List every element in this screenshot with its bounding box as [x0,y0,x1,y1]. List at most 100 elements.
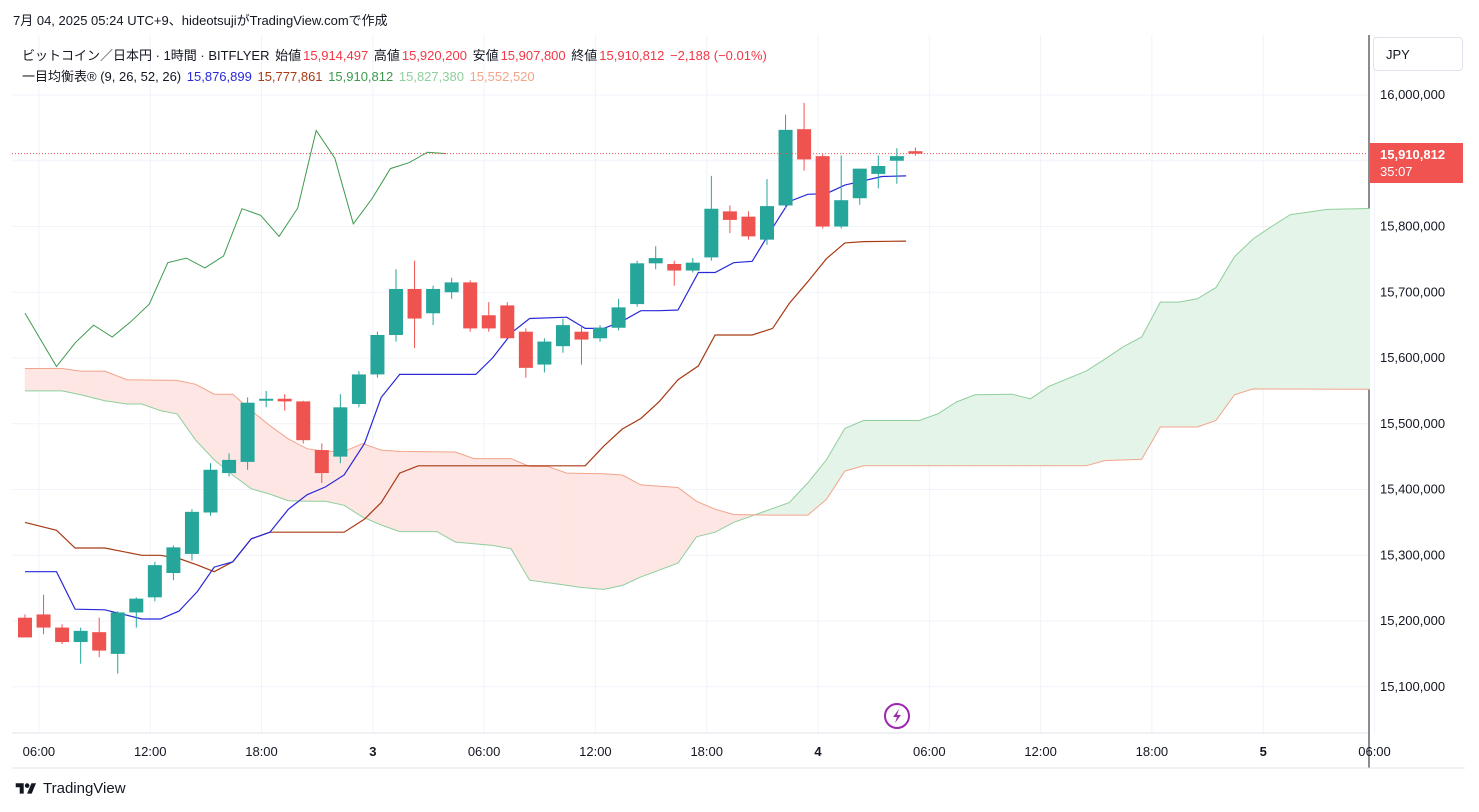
candle [18,614,32,638]
last-price-value: 15,910,812 [1380,147,1446,162]
y-tick-label: 15,800,000 [1380,219,1445,234]
tradingview-brand[interactable]: TradingView [13,780,126,797]
candle-body [908,151,923,154]
cloud-segment [918,413,939,467]
candles [18,102,923,674]
high-label: 高値 [373,48,400,63]
cloud-segment [1215,255,1235,422]
candle [426,285,441,326]
cloud-segment [603,473,623,590]
cloud-segment [1141,301,1161,461]
chikou-value: 15,910,812 [328,69,394,84]
flash-icon[interactable] [884,703,910,729]
candle [389,269,403,342]
candle [147,561,162,602]
ichimoku-lines [24,129,1370,620]
symbol-legend: ビットコイン／日本円 · 1時間 · BITFLYER 始値 15,914,497… [22,45,769,66]
cloud-segment [417,451,438,532]
candle-body [778,129,793,206]
cloud-segment [955,394,976,467]
cloud-segment [510,458,530,582]
candle [296,400,311,444]
currency-button[interactable]: JPY [1373,37,1463,71]
candle-body [722,211,737,220]
cloud-segment [1160,301,1180,428]
x-tick-label: 06:00 [1358,744,1391,759]
candle-body [92,632,107,651]
open-label: 始値 [275,48,302,63]
candle-body [389,288,403,335]
x-tick-label: 06:00 [913,744,946,759]
tenkan-sen-line [25,175,907,620]
candle-body [797,129,812,160]
span-a-value: 15,827,380 [398,69,464,84]
candle [741,211,756,240]
cloud-segment [826,427,846,501]
candle-body [314,450,329,474]
cloud-segment [1271,214,1291,390]
candle-body [834,200,849,227]
cloud-segment [380,449,401,533]
candle [555,318,570,353]
x-tick-label: 06:00 [468,744,501,759]
change-value: −2,188 (−0.01%) [670,48,767,63]
cloud-segment [714,508,734,533]
ichimoku-legend[interactable]: 一目均衡表® (9, 26, 52, 26) 15,876,899 15,777… [22,66,769,87]
candle-body [333,407,348,457]
candle-body [518,331,533,368]
candle [55,624,70,645]
candle [630,260,645,307]
candle-body [741,216,756,237]
x-tick-label: 12:00 [579,744,612,759]
candle [815,154,830,229]
candle [518,328,533,378]
cloud-segment [473,458,493,546]
cloud-segment [1178,298,1198,428]
candle [593,325,608,342]
cloud-segment [160,379,178,415]
candle-body [815,156,830,227]
y-tick-label: 15,600,000 [1380,350,1445,365]
cloud-segment [176,380,196,442]
candle-body [871,166,886,174]
cloud-segment [562,471,568,586]
symbol-name: ビットコイン／日本円 · 1時間 · BITFLYER [22,48,270,63]
candle [704,175,719,261]
candle-body [611,307,626,328]
close-label: 終値 [571,48,598,63]
candle-body [500,305,515,339]
candle [259,390,274,408]
cloud-segment [1289,209,1328,390]
candle [240,397,255,470]
candle [834,155,849,229]
cloud-segment [1030,385,1050,467]
cloud-segment [1197,287,1217,428]
candle [574,325,589,365]
candle-body [667,263,682,271]
candle [537,338,552,373]
cloud-segment [1122,336,1142,461]
cloud-segment [1252,225,1272,390]
candle-body [203,469,218,513]
candle-body [147,565,162,598]
candle-body [481,315,496,329]
cloud-segment [24,368,63,392]
candle [463,280,478,332]
candle [92,617,107,658]
cloud-segment [104,370,128,405]
x-tick-label: 18:00 [245,744,278,759]
x-tick-label: 18:00 [1136,744,1169,759]
candle [129,597,144,628]
candle-body [889,156,904,161]
x-axis[interactable]: 06:00 12:00 18:00 3 06:00 12:00 18:00 4 06:00 12:… [23,744,1391,759]
candle [648,246,663,270]
candle [333,394,348,464]
cloud-segment [974,393,1013,467]
cloud-segment [61,368,81,396]
cloud-segment [399,451,419,532]
last-price-tag: 15,910,812 35:07 [1370,143,1463,183]
candle [166,545,181,581]
candle [797,102,812,171]
candle [500,302,515,339]
